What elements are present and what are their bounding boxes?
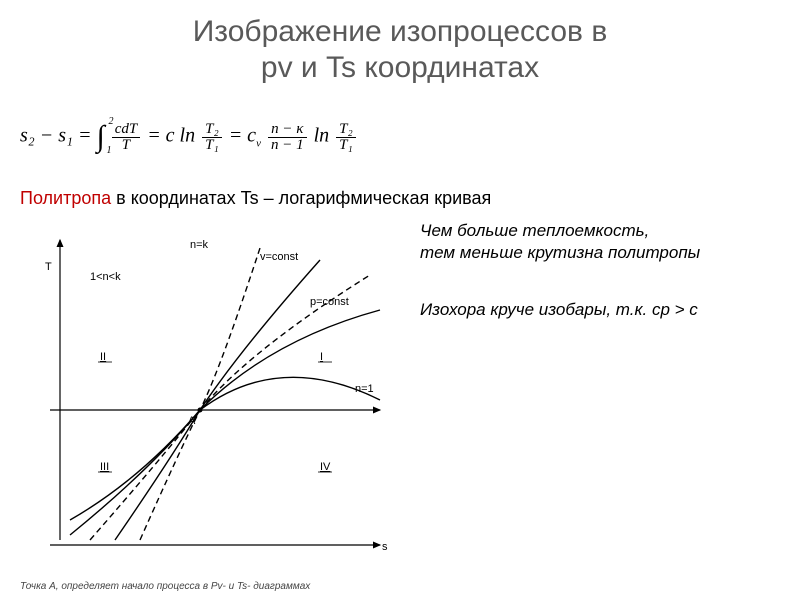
svg-text:I: I [320, 351, 323, 363]
term2-frac: T₂ T₁ [202, 122, 222, 153]
polytrope-statement: Политропа в координатах Ts – логарифмиче… [20, 188, 491, 209]
svg-text:n=1: n=1 [355, 383, 374, 395]
term3b-frac: T₂ T₁ [336, 122, 356, 153]
isochore-note: Изохора круче изобары, т.к. cp > c [420, 300, 698, 320]
svg-text:v=const: v=const [260, 251, 298, 263]
title-line2: pv и Ts координатах [261, 51, 539, 84]
svg-text:IV: IV [320, 461, 331, 473]
term3-pre: = c [229, 125, 256, 147]
term3-post: ln [314, 125, 330, 147]
svg-text:s: s [382, 541, 388, 553]
page-title: Изображение изопроцессов в pv и Ts коорд… [0, 0, 800, 86]
entropy-equation: s₂ − s₁ = ∫ 2 1 cdT T = c ln T₂ T₁ = cv … [20, 120, 358, 154]
svg-text:II: II [100, 351, 106, 363]
term3-frac: n − κ n − 1 [268, 122, 307, 153]
diagram-caption: Точка А, определяет начало процесса в Pv… [20, 581, 310, 592]
title-line1: Изображение изопроцессов в [193, 15, 608, 48]
red-rest: в координатах Ts – логарифмическая крива… [111, 188, 491, 208]
svg-text:III: III [100, 461, 109, 473]
int-body: cdT T [112, 122, 141, 153]
svg-text:T: T [45, 261, 52, 273]
integral-symbol: ∫ 2 1 [96, 120, 104, 154]
svg-text:1<n<k: 1<n<k [90, 271, 121, 283]
red-keyword: Политропа [20, 188, 111, 208]
term2-pre: = c ln [147, 125, 195, 147]
svg-text:n=k: n=k [190, 239, 209, 251]
heat-capacity-note: Чем больше теплоемкость, тем меньше крут… [420, 220, 700, 264]
eq-lhs: s₂ − s₁ [20, 125, 73, 147]
ts-diagram: Tsn=kv=const1<n<kp=constn=1IIIIIIIVA [20, 220, 400, 560]
svg-text:A: A [188, 415, 196, 427]
svg-text:p=const: p=const [310, 296, 349, 308]
